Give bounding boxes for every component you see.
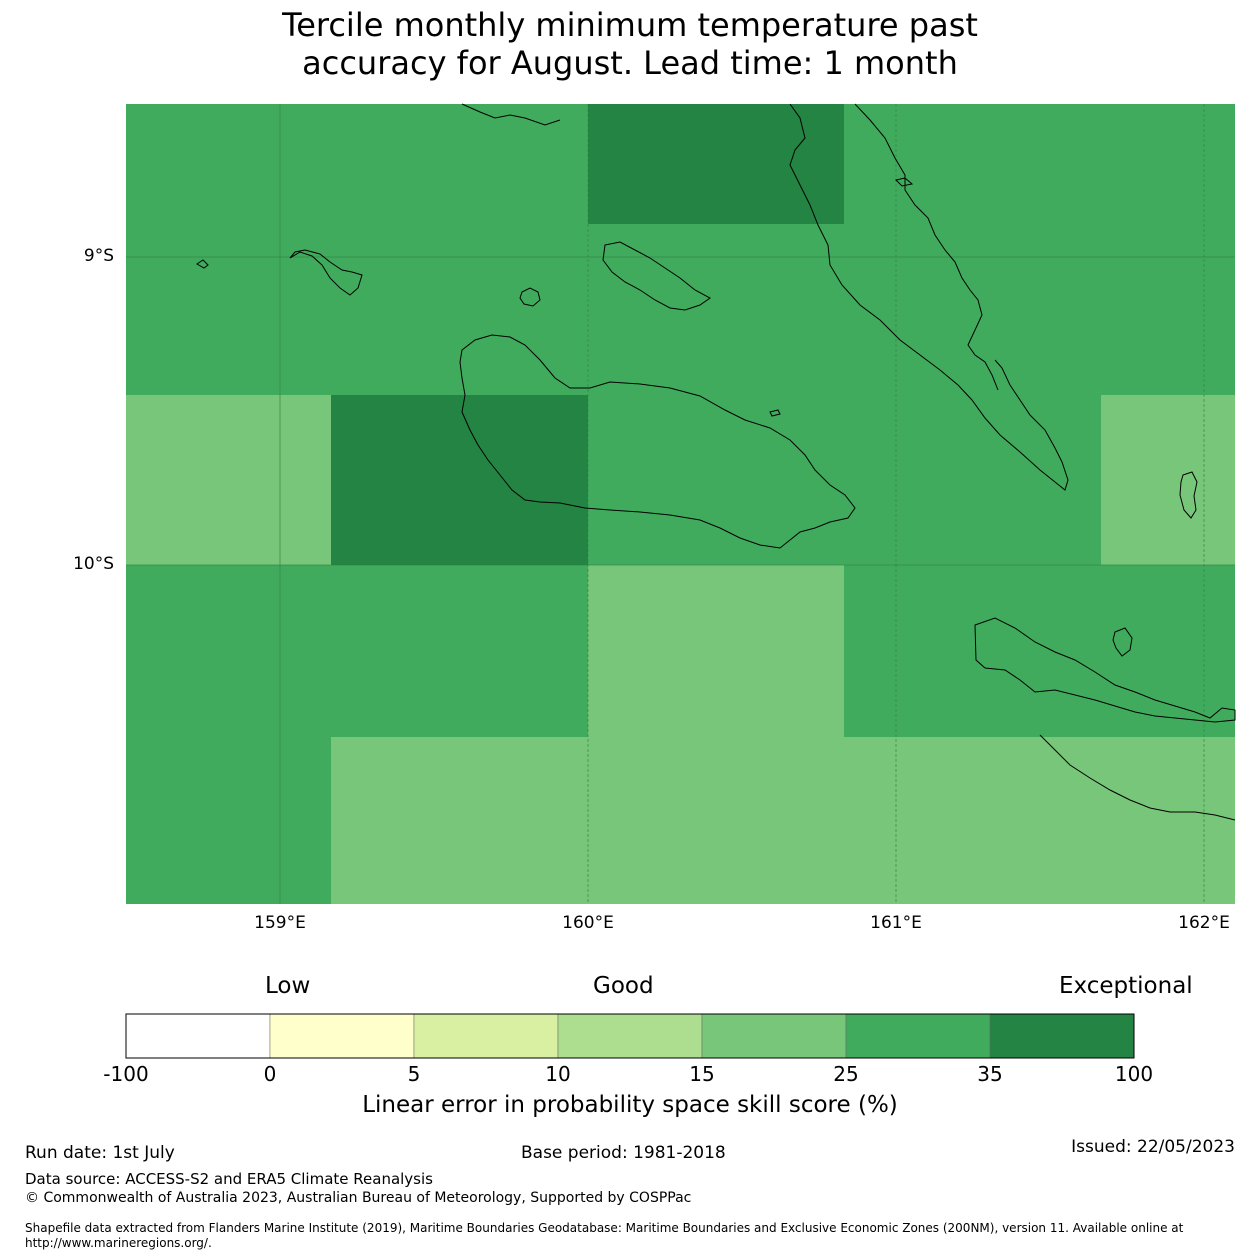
russell-islands-coastline — [289, 249, 363, 296]
shapefile-credit: Shapefile data extracted from Flanders M… — [25, 1221, 1225, 1251]
copyright: © Commonwealth of Australia 2023, Austra… — [25, 1190, 692, 1206]
shapefile-credit-line-2: http://www.marineregions.org/. — [25, 1236, 212, 1250]
lon-label-161e: 161°E — [870, 913, 922, 933]
colorbar-tick: 15 — [689, 1062, 715, 1086]
colorbar-tick: 100 — [1114, 1062, 1154, 1086]
grid-cell-good-west — [126, 395, 331, 565]
base-period: Base period: 1981-2018 — [521, 1143, 726, 1163]
grid-cell-good-east — [1101, 395, 1235, 565]
island-east-coastline — [1179, 471, 1198, 519]
islet-coastline-a — [769, 409, 781, 417]
north-coastline — [461, 103, 561, 126]
data-source: Data source: ACCESS-S2 and ERA5 Climate … — [25, 1170, 433, 1188]
colorbar-tick: 5 — [407, 1062, 421, 1086]
chart-title: Tercile monthly minimum temperature past… — [0, 6, 1260, 82]
malaita-east-coastline — [854, 103, 999, 391]
lon-label-159e: 159°E — [254, 913, 306, 933]
colorbar-category-exceptional: Exceptional — [1059, 973, 1193, 999]
grid-cell-good-south-centre — [588, 565, 844, 737]
run-date: Run date: 1st July — [25, 1143, 175, 1163]
grid-cell-exceptional-north — [588, 104, 844, 224]
malaita-coastline — [789, 103, 1069, 491]
title-line-2: accuracy for August. Lead time: 1 month — [302, 44, 958, 82]
florida-islands-coastline — [602, 241, 711, 311]
islet-coastline-b — [895, 177, 914, 187]
colorbar-tick: -100 — [103, 1062, 149, 1086]
grid-cell-exceptional-centre — [331, 395, 588, 565]
colorbar-category-good: Good — [593, 973, 654, 999]
colorbar-tick: 35 — [977, 1062, 1003, 1086]
graticule — [126, 104, 1235, 904]
lat-label-9s: 9°S — [83, 246, 114, 266]
skill-grid — [126, 104, 1235, 904]
colorbar-category-low: Low — [265, 973, 311, 999]
lon-label-162e: 162°E — [1178, 913, 1230, 933]
lon-label-160e: 160°E — [562, 913, 614, 933]
ulawa-coastline — [1112, 627, 1133, 657]
savo-island-coastline — [519, 287, 541, 307]
small-island-coastline — [196, 259, 209, 269]
colorbar-tick: 10 — [545, 1062, 571, 1086]
makira-coastline — [974, 617, 1236, 723]
shapefile-credit-line-1: Shapefile data extracted from Flanders M… — [25, 1221, 1184, 1235]
guadalcanal-coastline — [459, 334, 856, 549]
colorbar-tick: 0 — [263, 1062, 277, 1086]
coastlines — [196, 103, 1236, 821]
makira-south-coastline — [1039, 734, 1236, 821]
colorbar-tick: 25 — [833, 1062, 859, 1086]
grid-cell-good-south — [331, 737, 1235, 904]
colorbar-title: Linear error in probability space skill … — [362, 1092, 898, 1118]
lat-label-10s: 10°S — [73, 554, 114, 574]
issued-date: Issued: 22/05/2023 — [1071, 1137, 1235, 1157]
title-line-1: Tercile monthly minimum temperature past — [282, 6, 978, 44]
